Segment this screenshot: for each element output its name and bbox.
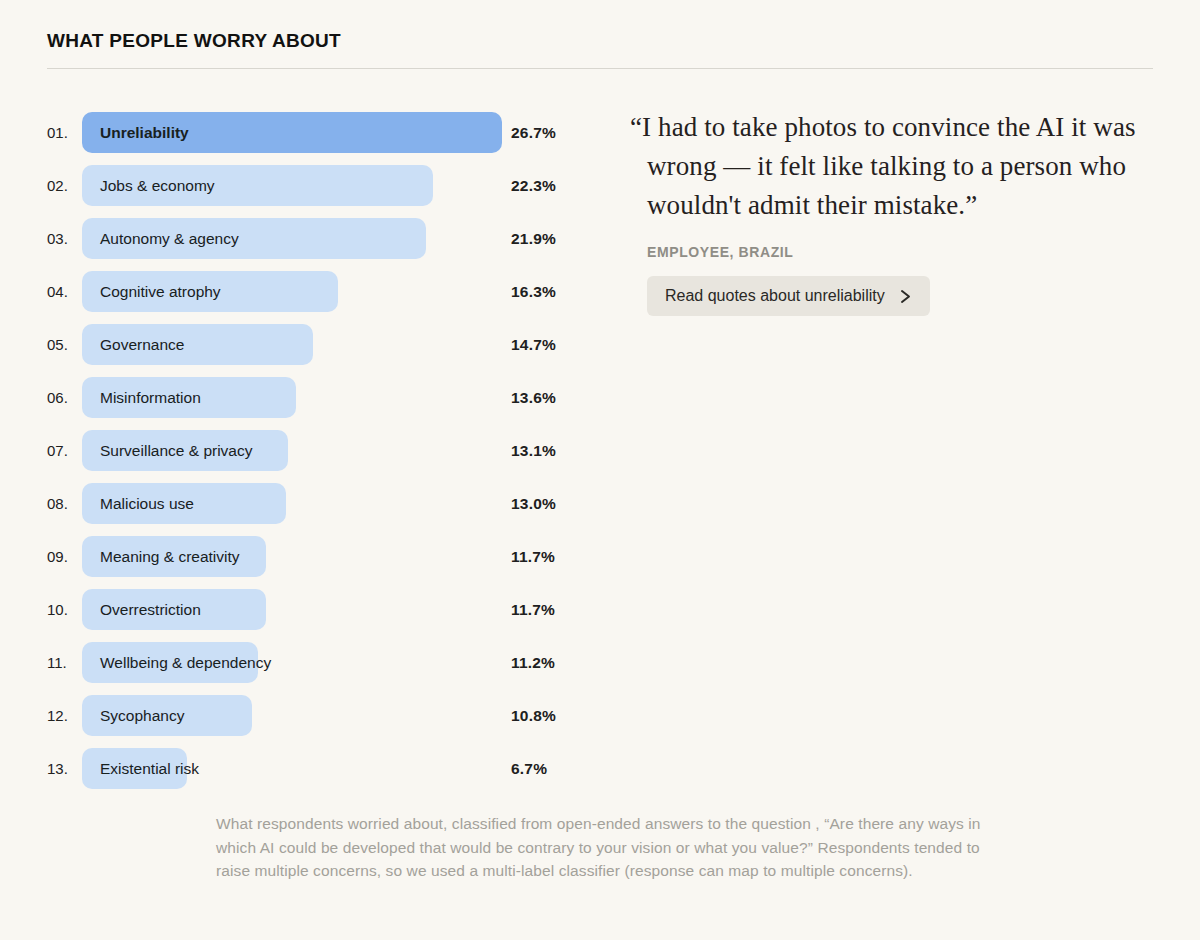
bar-track: Existential risk [82, 748, 511, 789]
bar-row: 10. Overrestriction 11.7% [47, 583, 614, 636]
rank-label: 04. [47, 283, 82, 300]
bar[interactable] [82, 324, 313, 365]
rank-label: 02. [47, 177, 82, 194]
section-content: 01. Unreliability 26.7% 02. Jobs & econo… [47, 106, 1153, 795]
bar-row: 08. Malicious use 13.0% [47, 477, 614, 530]
percent-label: 10.8% [511, 707, 556, 725]
bar[interactable] [82, 695, 252, 736]
bar-track: Wellbeing & dependency [82, 642, 511, 683]
rank-label: 12. [47, 707, 82, 724]
bar[interactable] [82, 430, 288, 471]
percent-label: 11.2% [511, 654, 555, 672]
bar-row: 06. Misinformation 13.6% [47, 371, 614, 424]
rank-label: 01. [47, 124, 82, 141]
bar-row: 11. Wellbeing & dependency 11.2% [47, 636, 614, 689]
bar-row: 09. Meaning & creativity 11.7% [47, 530, 614, 583]
what-people-worry-about-section: WHAT PEOPLE WORRY ABOUT 01. Unreliabilit… [0, 0, 1200, 883]
percent-label: 21.9% [511, 230, 556, 248]
quote-panel: “I had to take photos to convince the AI… [630, 106, 1153, 795]
rank-label: 08. [47, 495, 82, 512]
bar-track: Autonomy & agency [82, 218, 511, 259]
rank-label: 07. [47, 442, 82, 459]
rank-label: 11. [47, 654, 82, 671]
bar[interactable] [82, 218, 426, 259]
bar-track: Cognitive atrophy [82, 271, 511, 312]
bar[interactable] [82, 377, 296, 418]
bar-track: Misinformation [82, 377, 511, 418]
percent-label: 26.7% [511, 124, 556, 142]
bar-row: 03. Autonomy & agency 21.9% [47, 212, 614, 265]
quote-text: “I had to take photos to convince the AI… [630, 108, 1153, 225]
rank-label: 06. [47, 389, 82, 406]
rank-label: 10. [47, 601, 82, 618]
percent-label: 6.7% [511, 760, 547, 778]
bar-track: Surveillance & privacy [82, 430, 511, 471]
bar[interactable] [82, 536, 266, 577]
bar[interactable] [82, 271, 338, 312]
bar[interactable] [82, 165, 433, 206]
rank-label: 09. [47, 548, 82, 565]
percent-label: 13.6% [511, 389, 556, 407]
bar-track: Unreliability [82, 112, 511, 153]
bar-track: Overrestriction [82, 589, 511, 630]
chevron-right-icon [899, 289, 912, 304]
percent-label: 22.3% [511, 177, 556, 195]
bar-track: Meaning & creativity [82, 536, 511, 577]
bar-track: Governance [82, 324, 511, 365]
worry-bar-chart: 01. Unreliability 26.7% 02. Jobs & econo… [47, 106, 614, 795]
rank-label: 05. [47, 336, 82, 353]
percent-label: 13.1% [511, 442, 556, 460]
bar-row: 02. Jobs & economy 22.3% [47, 159, 614, 212]
percent-label: 14.7% [511, 336, 556, 354]
percent-label: 11.7% [511, 601, 555, 619]
bar-row: 05. Governance 14.7% [47, 318, 614, 371]
read-quotes-button[interactable]: Read quotes about unreliability [647, 276, 930, 316]
bar-row: 01. Unreliability 26.7% [47, 106, 614, 159]
bar[interactable] [82, 748, 187, 789]
bar[interactable] [82, 642, 258, 683]
percent-label: 16.3% [511, 283, 556, 301]
bar[interactable] [82, 112, 502, 153]
page-title: WHAT PEOPLE WORRY ABOUT [47, 30, 1153, 52]
bar[interactable] [82, 589, 266, 630]
section-divider [47, 68, 1153, 69]
percent-label: 11.7% [511, 548, 555, 566]
rank-label: 13. [47, 760, 82, 777]
bar[interactable] [82, 483, 286, 524]
footnote-text: What respondents worried about, classifi… [216, 812, 988, 883]
bar-row: 12. Sycophancy 10.8% [47, 689, 614, 742]
rank-label: 03. [47, 230, 82, 247]
bar-track: Jobs & economy [82, 165, 511, 206]
bar-row: 07. Surveillance & privacy 13.1% [47, 424, 614, 477]
bar-row: 13. Existential risk 6.7% [47, 742, 614, 795]
quote-attribution: EMPLOYEE, BRAZIL [630, 244, 1153, 260]
bar-track: Sycophancy [82, 695, 511, 736]
read-quotes-button-label: Read quotes about unreliability [665, 287, 885, 305]
bar-track: Malicious use [82, 483, 511, 524]
bar-row: 04. Cognitive atrophy 16.3% [47, 265, 614, 318]
percent-label: 13.0% [511, 495, 556, 513]
